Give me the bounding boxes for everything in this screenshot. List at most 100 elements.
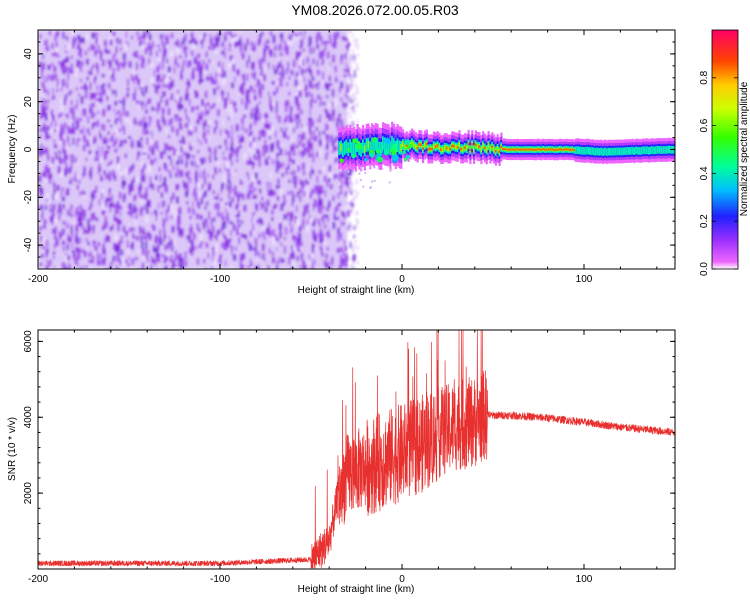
noise-speckle bbox=[74, 258, 78, 265]
noise-speckle bbox=[112, 31, 116, 36]
noise-speckle bbox=[257, 78, 261, 87]
noise-speckle bbox=[328, 224, 333, 229]
noise-speckle bbox=[190, 106, 195, 113]
noise-speckle bbox=[133, 204, 137, 209]
noise-fade bbox=[349, 115, 352, 119]
noise-speckle bbox=[40, 115, 43, 119]
noise-speckle bbox=[201, 194, 205, 198]
noise-speckle bbox=[41, 84, 44, 89]
noise-speckle bbox=[100, 254, 102, 262]
noise-speckle bbox=[289, 220, 292, 226]
noise-speckle bbox=[344, 177, 348, 184]
carrier-blob bbox=[402, 150, 406, 155]
noise-speckle bbox=[167, 252, 170, 257]
noise-speckle bbox=[93, 92, 98, 97]
noise-speckle bbox=[236, 219, 241, 223]
carrier-column bbox=[383, 137, 386, 152]
noise-speckle bbox=[169, 259, 172, 263]
noise-speckle bbox=[230, 99, 233, 105]
noise-speckle bbox=[57, 215, 61, 221]
noise-speckle bbox=[202, 123, 206, 131]
noise-speckle bbox=[67, 125, 70, 134]
noise-speckle bbox=[102, 243, 105, 248]
carrier-column bbox=[447, 146, 450, 152]
noise-speckle bbox=[86, 76, 89, 81]
noise-speckle bbox=[161, 107, 165, 114]
carrier-column bbox=[544, 148, 547, 151]
noise-speckle bbox=[347, 42, 351, 47]
noise-speckle bbox=[142, 92, 146, 97]
noise-speckle bbox=[263, 42, 266, 48]
noise-fade bbox=[353, 71, 355, 75]
noise-speckle bbox=[137, 249, 140, 254]
noise-speckle bbox=[131, 35, 133, 40]
noise-speckle bbox=[259, 38, 261, 45]
carrier-column bbox=[664, 146, 667, 154]
noise-speckle bbox=[248, 55, 251, 63]
noise-speckle bbox=[328, 63, 330, 71]
noise-speckle bbox=[242, 78, 246, 87]
noise-speckle bbox=[213, 196, 218, 200]
carrier-column bbox=[584, 147, 587, 155]
noise-speckle bbox=[292, 59, 296, 67]
noise-speckle bbox=[332, 197, 335, 201]
noise-speckle bbox=[235, 124, 239, 132]
noise-speckle bbox=[89, 108, 92, 114]
noise-speckle bbox=[295, 73, 298, 78]
noise-speckle bbox=[158, 126, 161, 132]
noise-speckle bbox=[278, 58, 281, 63]
noise-speckle bbox=[104, 200, 108, 207]
carrier-drip bbox=[360, 166, 363, 169]
noise-speckle bbox=[300, 82, 303, 89]
carrier-blob bbox=[392, 154, 399, 162]
noise-speckle bbox=[210, 80, 215, 85]
noise-speckle bbox=[254, 106, 258, 111]
noise-speckle bbox=[83, 228, 85, 235]
noise-speckle bbox=[147, 249, 150, 255]
carrier-column bbox=[625, 147, 629, 155]
noise-speckle bbox=[75, 178, 78, 183]
noise-speckle bbox=[217, 67, 220, 72]
carrier-column bbox=[351, 142, 354, 156]
noise-speckle bbox=[176, 226, 180, 231]
noise-speckle bbox=[151, 77, 154, 83]
noise-fade bbox=[351, 80, 353, 84]
noise-speckle bbox=[125, 230, 128, 236]
carrier-column bbox=[460, 147, 463, 151]
noise-speckle bbox=[163, 265, 167, 269]
noise-speckle bbox=[180, 259, 183, 266]
noise-speckle bbox=[106, 95, 109, 101]
snr-y-tick-label: 6000 bbox=[23, 330, 34, 353]
noise-speckle bbox=[298, 137, 301, 141]
noise-speckle bbox=[303, 142, 306, 151]
noise-speckle bbox=[261, 196, 264, 201]
noise-speckle bbox=[269, 52, 273, 58]
noise-speckle bbox=[254, 249, 258, 257]
noise-speckle bbox=[178, 96, 183, 101]
noise-speckle bbox=[311, 262, 315, 269]
noise-speckle bbox=[216, 254, 220, 259]
noise-fade bbox=[355, 194, 358, 198]
noise-speckle bbox=[61, 128, 65, 134]
noise-speckle bbox=[296, 255, 299, 262]
carrier-column bbox=[485, 147, 488, 153]
noise-speckle bbox=[60, 61, 63, 65]
noise-speckle bbox=[280, 127, 283, 132]
carrier-drip bbox=[362, 185, 365, 188]
noise-speckle bbox=[178, 253, 181, 262]
noise-speckle bbox=[132, 207, 135, 214]
noise-speckle bbox=[344, 258, 348, 264]
noise-speckle bbox=[56, 127, 59, 132]
noise-speckle bbox=[171, 260, 175, 266]
noise-speckle bbox=[122, 105, 125, 109]
carrier-blob bbox=[364, 157, 368, 162]
noise-speckle bbox=[51, 96, 55, 100]
noise-speckle bbox=[349, 56, 353, 60]
noise-speckle bbox=[326, 83, 330, 91]
noise-speckle bbox=[257, 137, 261, 141]
noise-speckle bbox=[60, 103, 64, 112]
noise-speckle bbox=[314, 217, 316, 224]
carrier-column bbox=[372, 139, 376, 154]
noise-speckle bbox=[83, 195, 87, 199]
noise-speckle bbox=[41, 66, 44, 72]
